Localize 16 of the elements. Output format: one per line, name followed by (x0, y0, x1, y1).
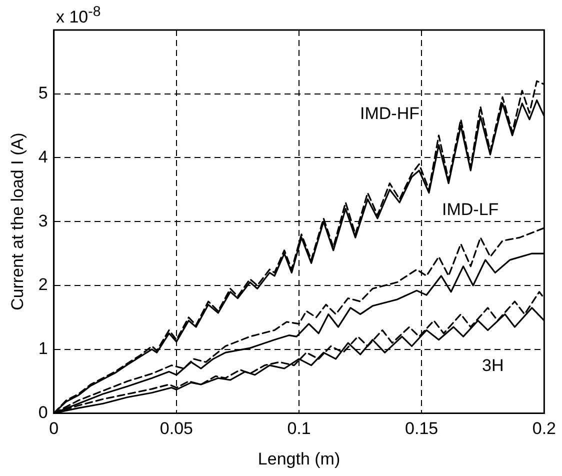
text: x 10$^{-8}$ (56, 3, 101, 28)
y-tick-label: 0 (38, 402, 48, 422)
y-tick-label: 4 (38, 147, 48, 166)
y-tick-label: 1 (38, 339, 48, 358)
x-tick-label: 0.15 (405, 419, 438, 438)
x-axis-title: Length (m) (258, 449, 340, 468)
annotation: IMD-HF (360, 104, 420, 124)
y-axis-title: Current at the load I (A) (8, 132, 27, 310)
x-tick-label: 0.05 (160, 419, 193, 438)
y-tick-label: 3 (38, 211, 48, 230)
annotation: 3H (482, 356, 504, 376)
y-tick-label: 5 (38, 84, 48, 103)
annotation: IMD-LF (440, 200, 501, 220)
x-tick-label: 0.2 (532, 419, 556, 438)
x-tick-label: 0.1 (287, 419, 311, 438)
y-tick-label: 2 (38, 275, 48, 294)
